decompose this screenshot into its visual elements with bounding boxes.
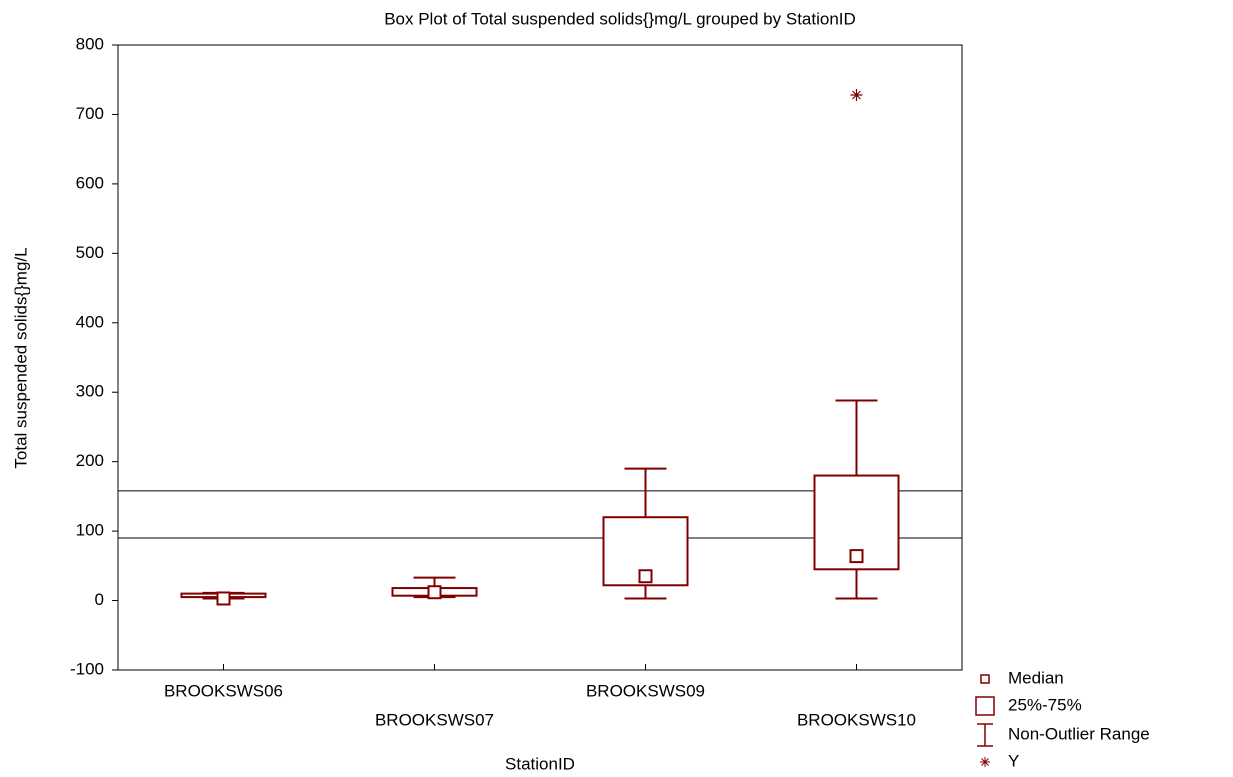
x-tick-label: BROOKSWS10 [797,710,916,729]
y-tick-label: 600 [76,173,104,192]
legend-median-icon [980,674,990,684]
y-tick-label: 100 [76,521,104,540]
legend-label: Non-Outlier Range [1008,724,1150,743]
outlier [850,89,863,101]
y-tick-label: 0 [95,590,104,609]
median [638,569,653,584]
y-axis-title: Total suspended solids{}mg/L [11,247,30,468]
plot-frame [117,44,963,671]
median [427,585,442,600]
y-tick-label: 500 [76,243,104,262]
x-tick-label: BROOKSWS06 [164,681,283,700]
median [849,549,864,564]
y-tick-label: 300 [76,382,104,401]
chart-title: Box Plot of Total suspended solids{}mg/L… [384,9,856,28]
median [216,591,231,606]
legend-outlier-icon [980,757,990,767]
legend-label: Y [1008,751,1019,770]
legend-label: Median [1008,668,1064,687]
x-axis-title: StationID [505,754,575,773]
x-tick-label: BROOKSWS09 [586,681,705,700]
y-tick-label: 800 [76,34,104,53]
legend-box-icon [975,696,995,716]
x-tick-label: BROOKSWS07 [375,710,494,729]
y-tick-label: 700 [76,104,104,123]
y-tick-label: 200 [76,451,104,470]
y-tick-label: -100 [70,659,104,678]
legend-range-icon [977,723,993,747]
y-tick-label: 400 [76,312,104,331]
legend-label: 25%-75% [1008,695,1082,714]
